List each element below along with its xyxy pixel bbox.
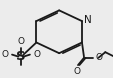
Text: O: O xyxy=(72,67,79,76)
Text: N: N xyxy=(84,15,91,25)
Text: O: O xyxy=(2,50,8,59)
Text: O: O xyxy=(95,53,101,62)
Text: O: O xyxy=(33,50,40,59)
Text: S: S xyxy=(16,50,26,63)
Text: O: O xyxy=(17,37,24,46)
